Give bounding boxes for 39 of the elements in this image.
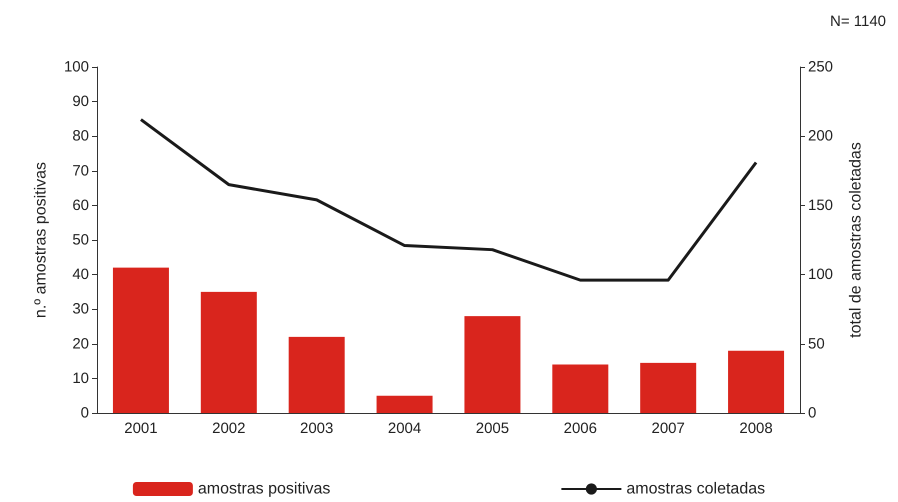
x-tick-label: 2006: [564, 420, 597, 437]
y2-tick-label: 200: [808, 128, 834, 145]
text: N= 1140: [830, 13, 886, 30]
x-tick-label: 2005: [476, 420, 510, 437]
bar: [376, 396, 433, 413]
y-tick-label: 20: [72, 335, 89, 352]
y-axis-title: n.º amostras positivas: [32, 162, 50, 318]
y2-tick-label: 250: [808, 58, 834, 76]
y-tick-label: 100: [64, 58, 89, 76]
y2-tick-label: 100: [808, 266, 834, 284]
y-tick-label: 80: [72, 128, 89, 145]
x-tick-label: 2003: [300, 420, 334, 437]
bar: [464, 316, 520, 413]
x-tick-label: 2008: [739, 420, 773, 437]
y-tick-label: 30: [72, 300, 89, 318]
y2-tick-label: 0: [808, 404, 816, 422]
y-tick-label: 10: [72, 370, 89, 387]
bar: [552, 364, 608, 413]
bar: [640, 362, 696, 413]
y2-axis-title: total de amostras coletadas: [848, 142, 864, 338]
bar: [728, 350, 784, 413]
x-tick-label: 2007: [652, 420, 685, 437]
y-tick-label: 40: [72, 266, 89, 284]
bar: [288, 336, 345, 413]
line-series: [139, 118, 758, 282]
y-tick-label: 70: [72, 162, 89, 180]
y-tick-label: 90: [72, 93, 89, 110]
legend-label: amostras positivas: [198, 480, 330, 498]
bar: [112, 268, 169, 413]
x-tick-label: 2002: [212, 420, 246, 437]
x-tick-label: 2001: [124, 420, 158, 437]
y-tick-label: 60: [72, 196, 89, 214]
bar: [200, 292, 257, 413]
legend-label: amostras coletadas: [626, 480, 766, 498]
x-tick-label: 2004: [388, 420, 422, 437]
y-tick-label: 0: [80, 404, 89, 422]
y2-tick-label: 50: [808, 335, 825, 352]
y-tick-label: 50: [72, 232, 89, 248]
y2-tick-label: 150: [808, 196, 834, 214]
